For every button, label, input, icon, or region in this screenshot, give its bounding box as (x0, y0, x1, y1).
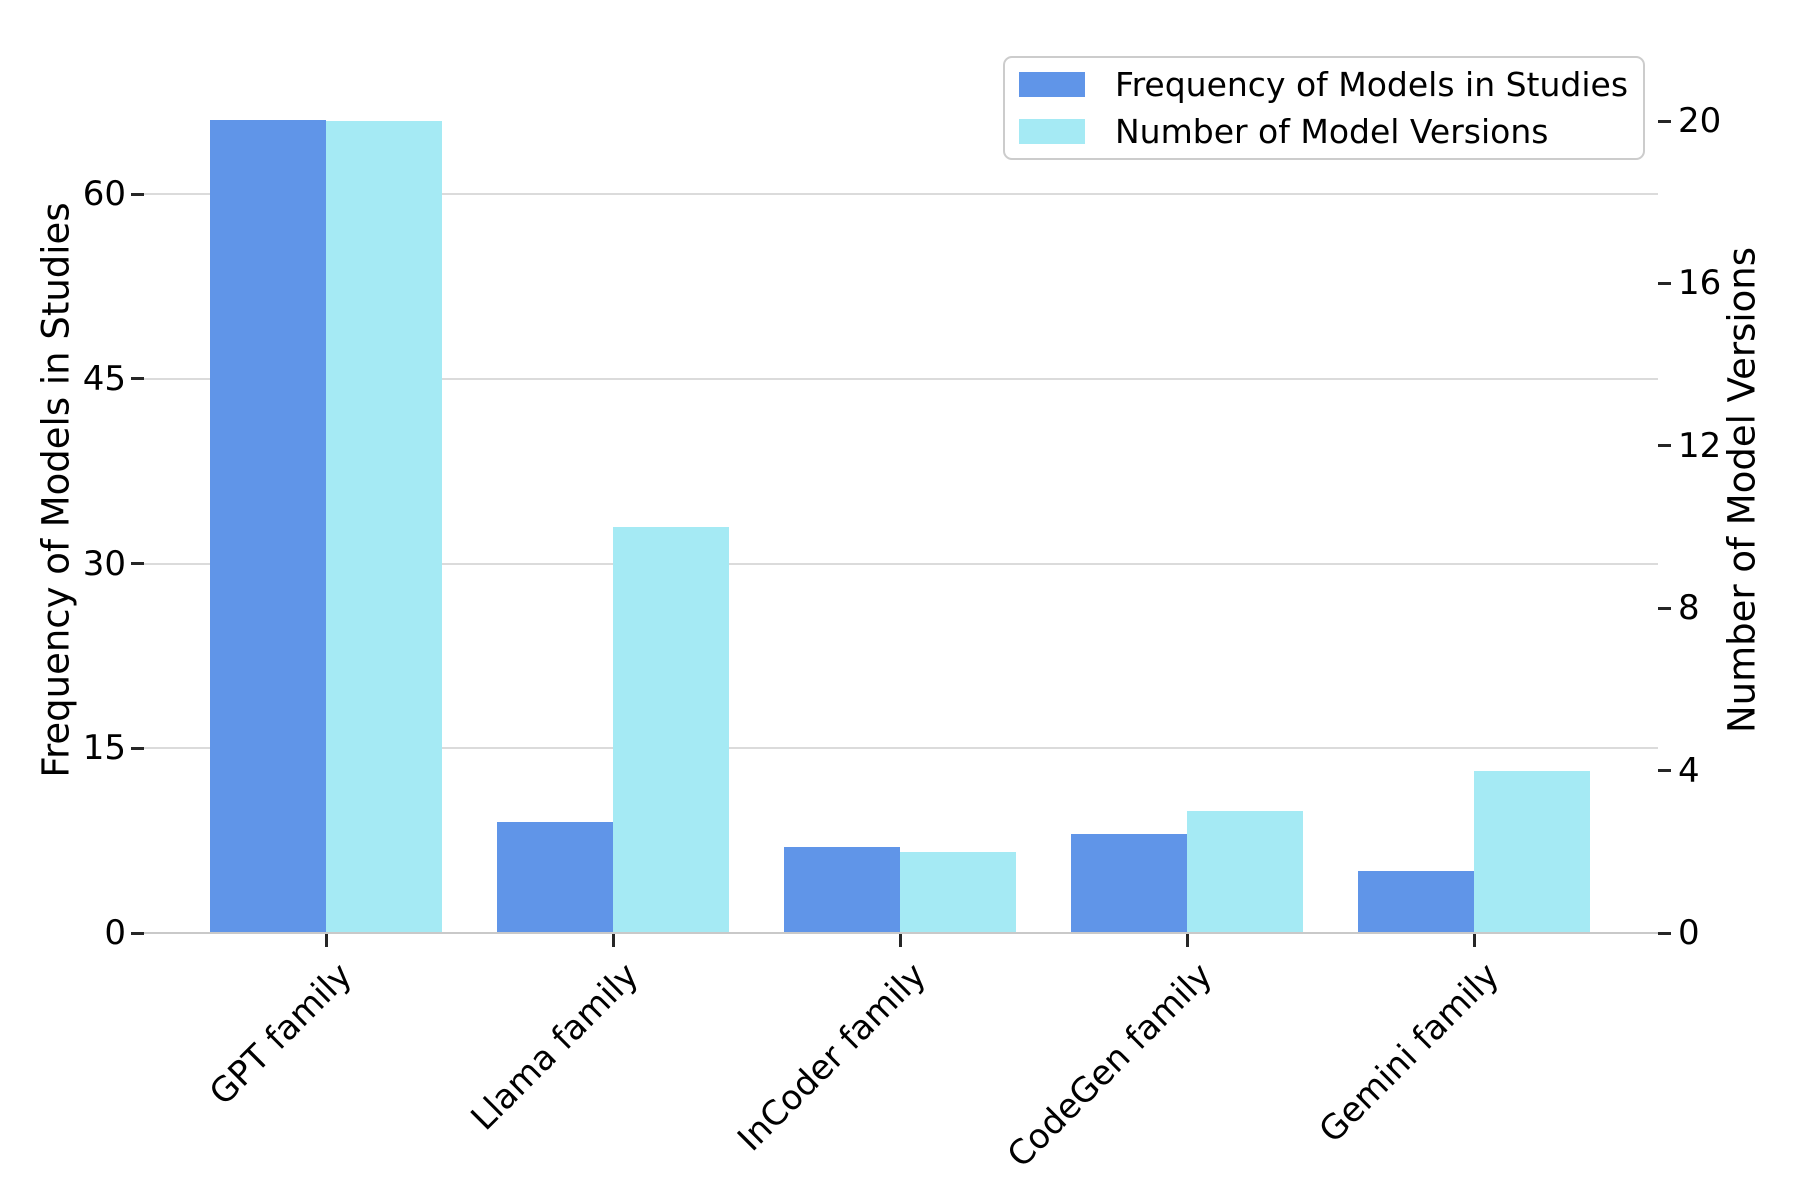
legend-label-versions: Number of Model Versions (1115, 111, 1549, 151)
x-tick-mark (1185, 934, 1189, 947)
left-tick-mark (131, 931, 144, 935)
x-tick-label: Llama family (463, 955, 647, 1139)
gridline (144, 377, 1658, 380)
x-tick-mark (611, 934, 615, 947)
x-tick-label: GPT family (201, 955, 360, 1114)
legend-row-versions: Number of Model Versions (1019, 112, 1643, 151)
x-axis-line (144, 932, 1658, 934)
bar-versions-1 (326, 121, 442, 933)
right-tick-mark (1658, 281, 1671, 285)
legend-label-frequency: Frequency of Models in Studies (1115, 65, 1629, 105)
left-tick-mark (131, 377, 144, 381)
x-tick-mark (898, 934, 902, 947)
x-tick-label: InCoder family (729, 955, 934, 1160)
gridline (144, 193, 1658, 195)
right-tick-mark (1658, 444, 1671, 448)
gridline (144, 747, 1658, 750)
bar-versions-2 (613, 527, 729, 933)
x-tick-mark (324, 934, 328, 947)
right-tick-mark (1658, 606, 1671, 610)
bar-frequency-4 (1071, 834, 1187, 933)
right-axis-title: Number of Model Versions (1720, 246, 1764, 734)
gridline (144, 562, 1658, 565)
left-tick-mark (131, 746, 144, 750)
legend-swatch-frequency-icon (1019, 72, 1085, 98)
right-tick-label: 12 (1678, 425, 1722, 466)
left-tick-label: 45 (82, 358, 126, 399)
x-tick-label: CodeGen family (1000, 955, 1221, 1176)
right-tick-label: 20 (1678, 101, 1722, 141)
legend-row-frequency: Frequency of Models in Studies (1019, 65, 1643, 104)
bar-frequency-5 (1358, 871, 1474, 933)
bar-versions-4 (1187, 811, 1303, 933)
bar-frequency-3 (784, 846, 900, 933)
left-axis-title: Frequency of Models in Studies (34, 202, 78, 778)
legend-swatch-versions-icon (1019, 118, 1085, 144)
bar-frequency-2 (497, 822, 613, 933)
right-tick-label: 8 (1678, 588, 1700, 629)
x-tick-mark (1472, 934, 1476, 947)
right-tick-label: 16 (1678, 263, 1722, 304)
right-tick-mark (1658, 931, 1671, 935)
right-tick-mark (1658, 119, 1671, 123)
left-tick-label: 0 (104, 913, 126, 953)
right-tick-label: 4 (1678, 750, 1700, 791)
left-tick-label: 30 (82, 543, 126, 584)
legend: Frequency of Models in Studies Number of… (1003, 56, 1645, 160)
bar-versions-5 (1474, 770, 1590, 933)
right-tick-mark (1658, 769, 1671, 773)
left-tick-mark (131, 192, 144, 196)
left-tick-label: 60 (82, 174, 126, 214)
left-tick-mark (131, 562, 144, 565)
left-tick-label: 15 (82, 728, 126, 769)
bar-versions-3 (900, 851, 1016, 933)
bar-frequency-1 (210, 120, 326, 933)
x-tick-label: Gemini family (1312, 955, 1508, 1151)
right-tick-label: 0 (1678, 913, 1700, 953)
